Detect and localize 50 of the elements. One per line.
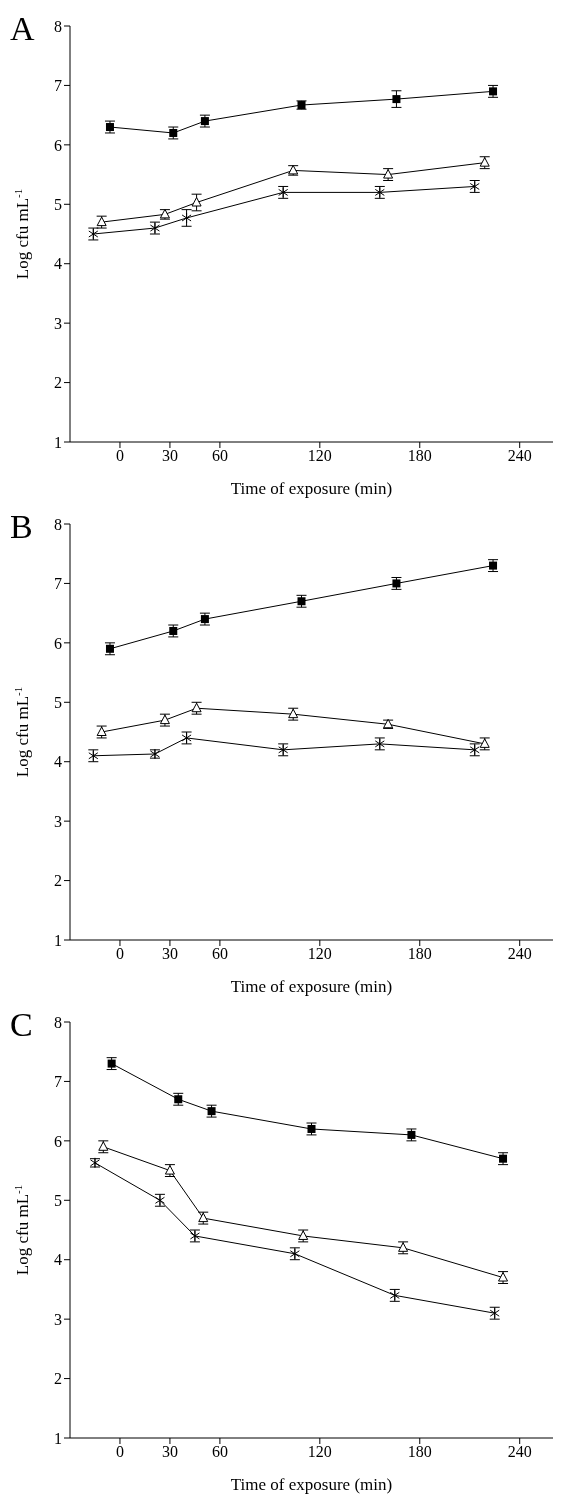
y-tick-label: 1 xyxy=(54,931,62,949)
y-tick-label: 8 xyxy=(54,1013,62,1031)
chart-title: A xyxy=(10,10,35,48)
y-tick-label: 3 xyxy=(54,1310,62,1328)
x-tick-label: 240 xyxy=(507,447,532,465)
y-tick-label: 2 xyxy=(54,872,62,890)
y-tick-label: 1 xyxy=(54,433,62,451)
y-tick-label: 7 xyxy=(54,575,62,593)
y-tick-label: 1 xyxy=(54,1429,62,1447)
x-tick-label: 240 xyxy=(507,1443,532,1461)
y-tick-label: 8 xyxy=(54,17,62,35)
chart-title: B xyxy=(10,508,33,546)
x-tick-label: 0 xyxy=(115,1443,124,1461)
x-tick-label: 180 xyxy=(407,447,432,465)
point xyxy=(191,197,202,207)
x-tick-label: 60 xyxy=(211,447,228,465)
x-tick-label: 120 xyxy=(307,945,332,963)
x-tick-label: 30 xyxy=(161,1443,178,1461)
x-axis-title: Time of exposure (min) xyxy=(230,1475,393,1494)
point xyxy=(392,95,401,104)
chart-title: C xyxy=(10,1006,33,1044)
y-tick-label: 7 xyxy=(54,77,62,95)
y-tick-label: 3 xyxy=(54,812,62,830)
y-tick-label: 7 xyxy=(54,1073,62,1091)
x-tick-label: 60 xyxy=(211,1443,228,1461)
y-tick-label: 2 xyxy=(54,1370,62,1388)
x-tick-label: 120 xyxy=(307,1443,332,1461)
y-tick-label: 8 xyxy=(54,515,62,533)
x-tick-label: 30 xyxy=(161,945,178,963)
y-tick-label: 3 xyxy=(54,314,62,332)
x-tick-label: 240 xyxy=(507,945,532,963)
y-tick-label: 5 xyxy=(54,1191,62,1209)
x-tick-label: 60 xyxy=(211,945,228,963)
x-tick-label: 0 xyxy=(115,447,124,465)
x-tick-label: 30 xyxy=(161,447,178,465)
y-tick-label: 4 xyxy=(54,1251,62,1269)
x-tick-label: 180 xyxy=(407,1443,432,1461)
y-tick-label: 6 xyxy=(54,136,62,154)
x-tick-label: 0 xyxy=(115,945,124,963)
y-tick-label: 6 xyxy=(54,1132,62,1150)
y-tick-label: 4 xyxy=(54,255,62,273)
y-tick-label: 6 xyxy=(54,634,62,652)
x-axis-title: Time of exposure (min) xyxy=(230,977,393,996)
y-tick-label: 5 xyxy=(54,195,62,213)
x-tick-label: 120 xyxy=(307,447,332,465)
y-tick-label: 2 xyxy=(54,374,62,392)
y-tick-label: 4 xyxy=(54,753,62,771)
x-axis-title: Time of exposure (min) xyxy=(230,479,393,498)
x-tick-label: 180 xyxy=(407,945,432,963)
y-tick-label: 5 xyxy=(54,693,62,711)
